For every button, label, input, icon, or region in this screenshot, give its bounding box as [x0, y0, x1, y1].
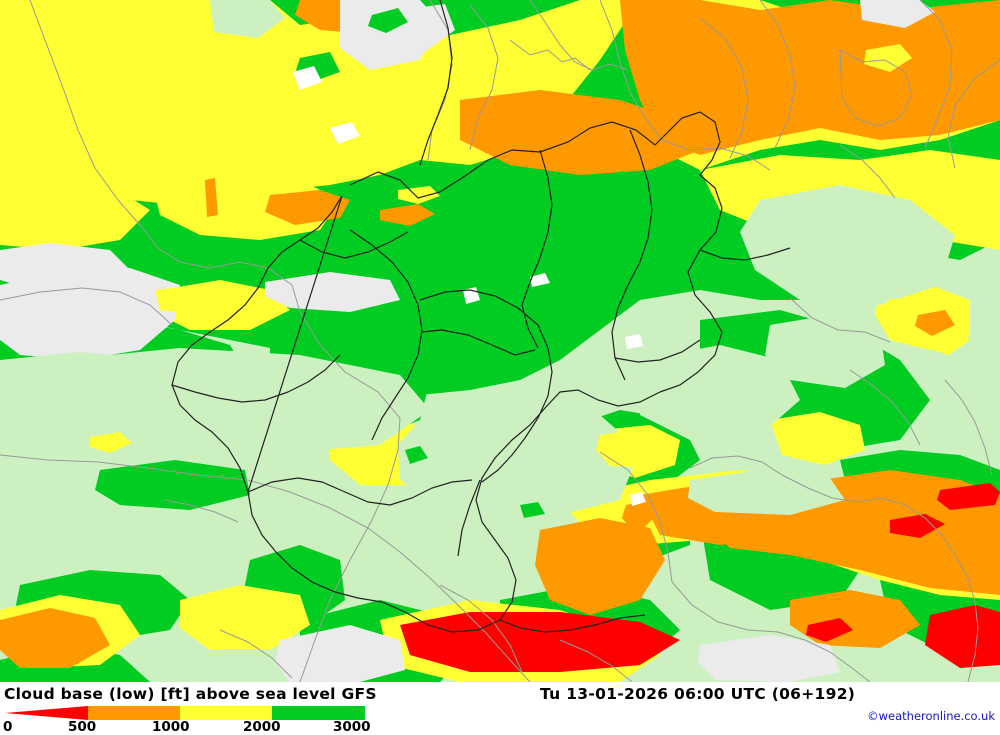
forecast-datetime: Tu 13-01-2026 06:00 UTC (06+192)	[540, 685, 856, 703]
band-red-0-500	[400, 483, 1000, 672]
copyright-link[interactable]: ©weatheronline.co.uk	[867, 709, 995, 723]
legend-tick-3000: 3000	[333, 719, 371, 735]
weather-map[interactable]	[0, 0, 1000, 682]
legend-colorbar	[0, 706, 400, 720]
legend-tick-2000: 2000	[243, 719, 281, 735]
map-title: Cloud base (low) [ft] above sea level GF…	[4, 685, 377, 703]
map-canvas	[0, 0, 1000, 682]
legend-ticks: 0 500 1000 2000 3000	[0, 719, 420, 735]
legend-band-yellow	[180, 706, 272, 720]
colorbar-svg	[5, 706, 365, 720]
legend-band-orange	[88, 706, 180, 720]
legend-tick-0: 0	[3, 719, 13, 735]
speck-orange	[205, 178, 955, 535]
footer: Cloud base (low) [ft] above sea level GF…	[0, 682, 1000, 735]
country-borders	[171, 0, 791, 633]
band-nodata-gray	[0, 0, 935, 682]
legend-band-red	[5, 706, 88, 720]
coastlines	[0, 0, 1000, 682]
legend-tick-500: 500	[68, 719, 97, 735]
legend-tick-1000: 1000	[152, 719, 190, 735]
legend-band-green	[272, 706, 365, 720]
